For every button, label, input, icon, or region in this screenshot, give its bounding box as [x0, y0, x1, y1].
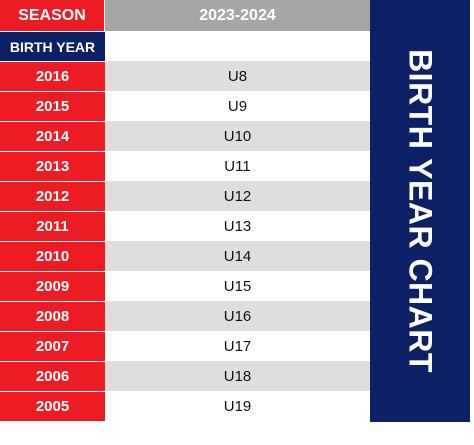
header-row: SEASON 2023-2024 — [0, 0, 370, 31]
table-row: 2005 U19 — [0, 391, 370, 421]
age-group-cell: U14 — [105, 241, 370, 271]
birth-year-chart-title: BIRTH YEAR CHART — [402, 49, 439, 373]
season-header: SEASON — [0, 0, 105, 31]
birth-year-cell: 2005 — [0, 391, 105, 421]
age-group-cell: U17 — [105, 331, 370, 361]
table-row: 2014 U10 — [0, 121, 370, 151]
birth-year-cell: 2010 — [0, 241, 105, 271]
birth-year-cell: 2015 — [0, 91, 105, 121]
birth-year-cell: 2006 — [0, 361, 105, 391]
subheader-blank-cell — [105, 31, 370, 61]
birth-year-cell: 2012 — [0, 181, 105, 211]
age-group-cell: U11 — [105, 151, 370, 181]
birth-year-cell: 2009 — [0, 271, 105, 301]
table-row: 2009 U15 — [0, 271, 370, 301]
side-banner: BIRTH YEAR CHART — [370, 0, 474, 422]
age-group-cell: U12 — [105, 181, 370, 211]
birth-year-cell: 2014 — [0, 121, 105, 151]
season-value-header: 2023-2024 — [105, 0, 370, 31]
age-group-cell: U10 — [105, 121, 370, 151]
birth-year-cell: 2016 — [0, 61, 105, 91]
table-row: 2010 U14 — [0, 241, 370, 271]
subheader-row: BIRTH YEAR — [0, 31, 370, 61]
age-group-cell: U13 — [105, 211, 370, 241]
age-group-cell: U9 — [105, 91, 370, 121]
table-row: 2016 U8 — [0, 61, 370, 91]
table-row: 2015 U9 — [0, 91, 370, 121]
table-row: 2012 U12 — [0, 181, 370, 211]
birth-year-table: SEASON 2023-2024 BIRTH YEAR 2016 U8 2015… — [0, 0, 370, 421]
table-row: 2007 U17 — [0, 331, 370, 361]
age-group-cell: U16 — [105, 301, 370, 331]
table-row: 2008 U16 — [0, 301, 370, 331]
birth-year-cell: 2008 — [0, 301, 105, 331]
side-banner-panel: BIRTH YEAR CHART — [370, 0, 470, 422]
age-group-cell: U8 — [105, 61, 370, 91]
table-row: 2011 U13 — [0, 211, 370, 241]
table-row: 2013 U11 — [0, 151, 370, 181]
birth-year-cell: 2007 — [0, 331, 105, 361]
age-group-cell: U15 — [105, 271, 370, 301]
age-group-cell: U19 — [105, 391, 370, 421]
birth-year-cell: 2013 — [0, 151, 105, 181]
table-row: 2006 U18 — [0, 361, 370, 391]
birth-year-cell: 2011 — [0, 211, 105, 241]
birth-year-header: BIRTH YEAR — [0, 31, 105, 61]
age-group-cell: U18 — [105, 361, 370, 391]
